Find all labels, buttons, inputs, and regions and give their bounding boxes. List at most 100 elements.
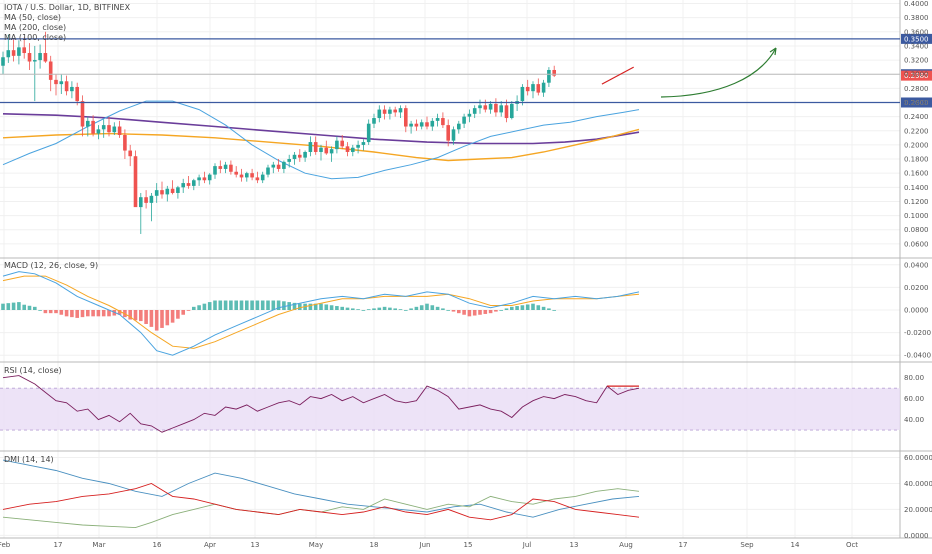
candle-body xyxy=(525,86,530,92)
price-tick-label: 0.0600 xyxy=(904,240,929,248)
candle-body xyxy=(308,142,313,152)
macd-line xyxy=(2,271,640,356)
candle-body xyxy=(271,164,276,168)
macd-histogram-bar xyxy=(101,310,106,317)
macd-histogram-bar xyxy=(117,310,122,315)
macd-tick-label: 0.0200 xyxy=(904,284,929,292)
candle-body xyxy=(520,86,525,102)
candle-body xyxy=(335,140,339,150)
macd-histogram-bar xyxy=(33,306,37,310)
candle-body xyxy=(541,82,546,93)
candle-body xyxy=(11,50,16,56)
candle-body xyxy=(393,109,397,113)
macd-legend: MACD (12, 26, close, 9) xyxy=(4,261,98,271)
candle-body xyxy=(1,57,5,66)
chart-title: IOTA / U.S. Dollar, 1D, BITFINEX xyxy=(4,3,131,12)
candle-body xyxy=(144,197,148,203)
candle-body xyxy=(223,164,228,169)
candle-body xyxy=(547,69,551,83)
candle-body xyxy=(170,188,175,193)
macd-histogram-bar xyxy=(160,310,164,328)
ma50-line xyxy=(2,100,640,180)
macd-histogram-bar xyxy=(170,310,175,323)
macd-histogram-bar xyxy=(351,308,355,310)
price-tick-label: 0.3600 xyxy=(904,28,929,36)
candle-body xyxy=(409,123,413,127)
price-tick-label: 0.1600 xyxy=(904,170,929,178)
macd-histogram-bar xyxy=(414,306,419,310)
macd-histogram-bar xyxy=(218,300,223,310)
macd-histogram-bar xyxy=(541,306,546,310)
dmi-tick-label: 40.0000 xyxy=(904,480,932,488)
candle-body xyxy=(345,146,350,152)
macd-histogram-bar xyxy=(319,303,323,310)
macd-histogram-bar xyxy=(404,310,408,311)
candle-body xyxy=(504,105,509,119)
macd-histogram-bar xyxy=(430,305,435,310)
candle-body xyxy=(388,109,392,114)
x-tick-label: Jun xyxy=(419,541,431,549)
macd-histogram-bar xyxy=(282,301,286,310)
candle-body xyxy=(48,61,53,80)
candle-body xyxy=(361,142,366,145)
x-tick-label: May xyxy=(309,541,323,549)
macd-histogram-bar xyxy=(176,310,180,319)
x-tick-label: Feb xyxy=(0,541,11,549)
macd-histogram-bar xyxy=(504,308,509,310)
legend-ma50: MA (50, close) xyxy=(4,13,62,22)
price-legend: IOTA / U.S. Dollar, 1D, BITFINEX MA (50,… xyxy=(4,3,130,43)
macd-histogram-bar xyxy=(22,304,26,310)
candle-body xyxy=(107,125,111,133)
x-tick-label: Sep xyxy=(740,541,754,549)
macd-histogram-bar xyxy=(213,300,217,310)
macd-histogram-bar xyxy=(324,304,329,310)
legend-macd: MACD (12, 26, close, 9) xyxy=(4,261,99,270)
macd-histogram-bar xyxy=(483,310,488,314)
forecast-arrowhead xyxy=(769,47,777,56)
macd-histogram-bar xyxy=(499,310,503,311)
macd-histogram-bar xyxy=(234,300,238,310)
macd-histogram-bar xyxy=(70,310,74,318)
price-tick-label: 0.3200 xyxy=(904,57,929,65)
macd-histogram-bar xyxy=(86,310,90,317)
macd-histogram-bar xyxy=(17,302,21,310)
candle-body xyxy=(218,166,223,169)
macd-histogram-bar xyxy=(409,308,413,310)
macd-histogram-bar xyxy=(361,310,366,311)
candle-body xyxy=(478,105,482,109)
candle-body xyxy=(149,195,154,203)
candle-body xyxy=(197,177,201,181)
candle-body xyxy=(292,154,297,160)
macd-histogram-bar xyxy=(552,310,556,311)
macd-histogram-bar xyxy=(366,309,371,311)
macd-histogram-bar xyxy=(181,310,185,315)
candle-body xyxy=(276,164,281,169)
legend-dmi: DMI (14, 14) xyxy=(4,455,54,464)
macd-histogram-bar xyxy=(308,303,313,310)
candle-body xyxy=(435,118,440,121)
candle-body xyxy=(207,174,212,181)
macd-histogram-bar xyxy=(329,305,334,310)
candle-body xyxy=(499,105,503,113)
macd-histogram-bar xyxy=(287,302,291,310)
rsi-tick-label: 60.00 xyxy=(904,395,924,403)
macd-histogram-bar xyxy=(59,310,64,315)
candle-body xyxy=(17,47,21,56)
macd-histogram-bar xyxy=(488,310,493,314)
dmi-legend: DMI (14, 14) xyxy=(4,455,54,465)
macd-histogram-bar xyxy=(91,310,95,317)
candle-body xyxy=(356,144,360,148)
macd-histogram-bar xyxy=(27,305,32,310)
macd-histogram-bar xyxy=(536,305,541,310)
macd-histogram-bar xyxy=(6,303,11,310)
macd-histogram-bar xyxy=(207,302,212,310)
macd-histogram-bar xyxy=(250,300,254,310)
candle-body xyxy=(139,197,143,208)
candle-body xyxy=(298,154,302,158)
candle-body xyxy=(160,190,164,195)
macd-histogram-bar xyxy=(356,309,360,311)
candle-body xyxy=(176,187,180,193)
macd-histogram-bar xyxy=(515,306,519,310)
candle-body xyxy=(536,84,541,93)
x-tick-label: Aug xyxy=(619,541,633,549)
